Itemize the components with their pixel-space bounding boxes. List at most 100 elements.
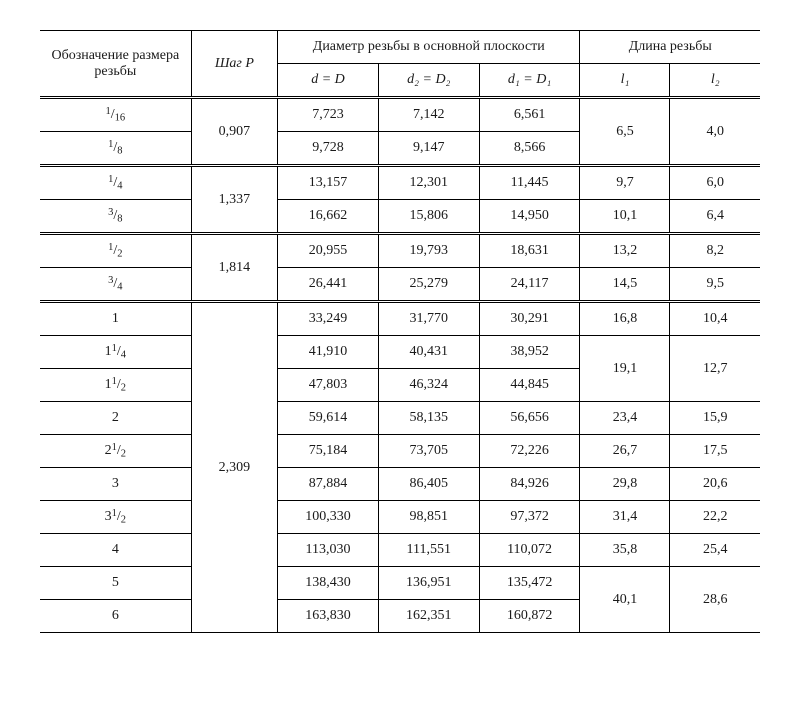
d2-cell: 15,806 bbox=[378, 200, 479, 234]
l2-cell: 9,5 bbox=[670, 268, 760, 302]
l1-cell: 26,7 bbox=[580, 435, 670, 468]
d1-cell: 56,656 bbox=[479, 402, 580, 435]
l1-cell: 16,8 bbox=[580, 302, 670, 336]
header-d1: d₁ = D₁ bbox=[479, 64, 580, 98]
d1-cell: 84,926 bbox=[479, 468, 580, 501]
d2-cell: 19,793 bbox=[378, 234, 479, 268]
d1-cell: 11,445 bbox=[479, 166, 580, 200]
d-cell: 138,430 bbox=[278, 567, 379, 600]
header-length-group: Длина резьбы bbox=[580, 31, 760, 64]
l1-cell: 31,4 bbox=[580, 501, 670, 534]
d-cell: 47,803 bbox=[278, 369, 379, 402]
size-cell: 11/2 bbox=[40, 369, 191, 402]
d2-cell: 58,135 bbox=[378, 402, 479, 435]
step-cell: 1,337 bbox=[191, 166, 277, 234]
header-d: d = D bbox=[278, 64, 379, 98]
d1-cell: 135,472 bbox=[479, 567, 580, 600]
d2-cell: 40,431 bbox=[378, 336, 479, 369]
d-cell: 75,184 bbox=[278, 435, 379, 468]
d1-cell: 8,566 bbox=[479, 132, 580, 166]
d1-cell: 160,872 bbox=[479, 600, 580, 633]
header-step: Шаг P bbox=[191, 31, 277, 98]
l2-cell: 28,6 bbox=[670, 567, 760, 633]
d-cell: 7,723 bbox=[278, 98, 379, 132]
size-cell: 11/4 bbox=[40, 336, 191, 369]
size-cell: 1/8 bbox=[40, 132, 191, 166]
l1-cell: 9,7 bbox=[580, 166, 670, 200]
d1-cell: 44,845 bbox=[479, 369, 580, 402]
d2-cell: 25,279 bbox=[378, 268, 479, 302]
l2-cell: 20,6 bbox=[670, 468, 760, 501]
d-cell: 9,728 bbox=[278, 132, 379, 166]
step-cell: 2,309 bbox=[191, 302, 277, 633]
d-cell: 100,330 bbox=[278, 501, 379, 534]
d2-cell: 31,770 bbox=[378, 302, 479, 336]
size-cell: 1/16 bbox=[40, 98, 191, 132]
l1-cell: 29,8 bbox=[580, 468, 670, 501]
d-cell: 41,910 bbox=[278, 336, 379, 369]
d2-cell: 7,142 bbox=[378, 98, 479, 132]
thread-dimensions-table: Обозначение размера резьбы Шаг P Диаметр… bbox=[40, 30, 760, 633]
d1-cell: 24,117 bbox=[479, 268, 580, 302]
d-cell: 113,030 bbox=[278, 534, 379, 567]
size-cell: 6 bbox=[40, 600, 191, 633]
d-cell: 33,249 bbox=[278, 302, 379, 336]
d1-cell: 72,226 bbox=[479, 435, 580, 468]
step-cell: 1,814 bbox=[191, 234, 277, 302]
size-cell: 3 bbox=[40, 468, 191, 501]
size-cell: 3/8 bbox=[40, 200, 191, 234]
header-size-designation: Обозначение размера резьбы bbox=[40, 31, 191, 98]
d1-cell: 6,561 bbox=[479, 98, 580, 132]
size-cell: 1/2 bbox=[40, 234, 191, 268]
d2-cell: 162,351 bbox=[378, 600, 479, 633]
size-cell: 31/2 bbox=[40, 501, 191, 534]
header-l2: l₂ bbox=[670, 64, 760, 98]
header-l1: l₁ bbox=[580, 64, 670, 98]
table-header: Обозначение размера резьбы Шаг P Диаметр… bbox=[40, 31, 760, 98]
d1-cell: 18,631 bbox=[479, 234, 580, 268]
table-body: 1/160,9077,7237,1426,5616,54,01/89,7289,… bbox=[40, 98, 760, 633]
size-cell: 1 bbox=[40, 302, 191, 336]
step-cell: 0,907 bbox=[191, 98, 277, 166]
d2-cell: 46,324 bbox=[378, 369, 479, 402]
d-cell: 163,830 bbox=[278, 600, 379, 633]
size-cell: 5 bbox=[40, 567, 191, 600]
l1-cell: 19,1 bbox=[580, 336, 670, 402]
l1-cell: 10,1 bbox=[580, 200, 670, 234]
l2-cell: 8,2 bbox=[670, 234, 760, 268]
l2-cell: 15,9 bbox=[670, 402, 760, 435]
size-cell: 2 bbox=[40, 402, 191, 435]
size-cell: 1/4 bbox=[40, 166, 191, 200]
d1-cell: 97,372 bbox=[479, 501, 580, 534]
d-cell: 20,955 bbox=[278, 234, 379, 268]
d1-cell: 38,952 bbox=[479, 336, 580, 369]
d2-cell: 12,301 bbox=[378, 166, 479, 200]
d2-cell: 98,851 bbox=[378, 501, 479, 534]
size-cell: 3/4 bbox=[40, 268, 191, 302]
l1-cell: 6,5 bbox=[580, 98, 670, 166]
l2-cell: 4,0 bbox=[670, 98, 760, 166]
l2-cell: 6,0 bbox=[670, 166, 760, 200]
l2-cell: 17,5 bbox=[670, 435, 760, 468]
d2-cell: 73,705 bbox=[378, 435, 479, 468]
d-cell: 59,614 bbox=[278, 402, 379, 435]
l2-cell: 10,4 bbox=[670, 302, 760, 336]
l2-cell: 6,4 bbox=[670, 200, 760, 234]
d-cell: 13,157 bbox=[278, 166, 379, 200]
size-cell: 4 bbox=[40, 534, 191, 567]
l2-cell: 12,7 bbox=[670, 336, 760, 402]
d-cell: 87,884 bbox=[278, 468, 379, 501]
d1-cell: 14,950 bbox=[479, 200, 580, 234]
l1-cell: 14,5 bbox=[580, 268, 670, 302]
header-diameter-group: Диаметр резьбы в основной плоскости bbox=[278, 31, 580, 64]
l1-cell: 35,8 bbox=[580, 534, 670, 567]
l1-cell: 40,1 bbox=[580, 567, 670, 633]
d1-cell: 30,291 bbox=[479, 302, 580, 336]
l1-cell: 23,4 bbox=[580, 402, 670, 435]
d2-cell: 9,147 bbox=[378, 132, 479, 166]
l2-cell: 22,2 bbox=[670, 501, 760, 534]
d-cell: 16,662 bbox=[278, 200, 379, 234]
d-cell: 26,441 bbox=[278, 268, 379, 302]
l1-cell: 13,2 bbox=[580, 234, 670, 268]
d2-cell: 86,405 bbox=[378, 468, 479, 501]
